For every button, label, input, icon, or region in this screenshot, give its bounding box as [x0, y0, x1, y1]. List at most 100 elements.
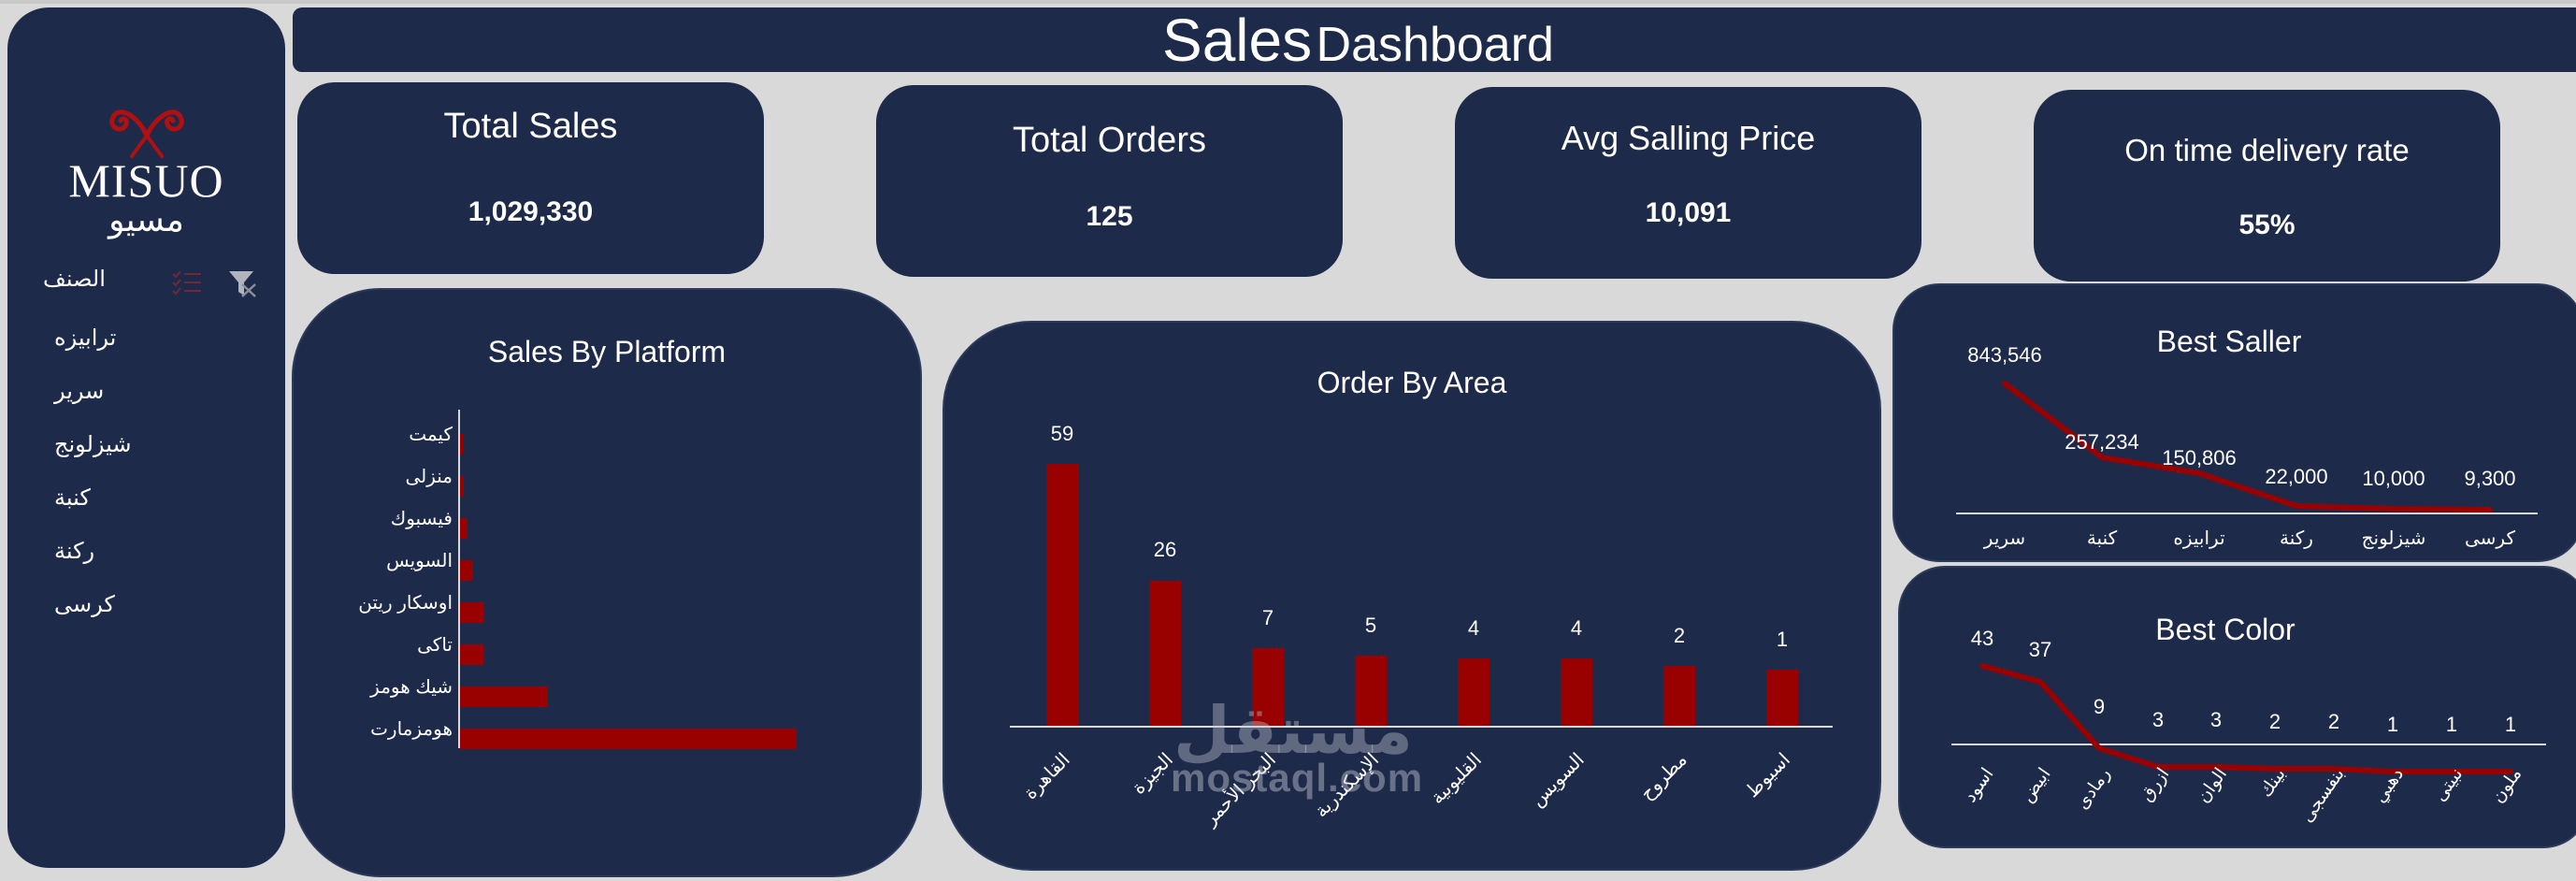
category-label: السويس: [1527, 749, 1589, 812]
chart-best-seller[interactable]: Best Saller 843,546 257,234 150,806 22,0…: [1892, 283, 2576, 562]
data-label: 22,000: [2265, 465, 2328, 488]
logo-text-en: MISUO: [68, 154, 224, 207]
bar-row: كيمت: [294, 423, 453, 451]
data-label: 1: [1776, 628, 1789, 651]
slicer-item[interactable]: سرير: [54, 379, 105, 404]
bar[interactable]: [1561, 658, 1592, 726]
kpi-value: 10,091: [1645, 197, 1732, 228]
data-label: 3: [2151, 708, 2165, 731]
bar[interactable]: [460, 729, 797, 749]
chart-title: Best Color: [2155, 613, 2295, 646]
data-label: 9,300: [2464, 467, 2516, 490]
data-label: 7: [1261, 606, 1274, 629]
category-label: اوسكار ريتن: [358, 593, 453, 614]
category-label: ترابيزه: [2173, 528, 2225, 549]
logo-text-ar: مسيو: [108, 201, 184, 239]
x-axis: [1010, 726, 1833, 728]
bar[interactable]: [460, 518, 468, 539]
chart-title: Best Saller: [2156, 325, 2302, 358]
ornament-icon: [108, 109, 184, 158]
data-label: 2: [2268, 710, 2281, 733]
slicer-item[interactable]: كرسى: [54, 592, 115, 617]
bar-row: اوسكار ريتن: [294, 591, 453, 619]
sheet-gridline: [0, 0, 2576, 4]
category-label: سرير: [1983, 528, 2026, 549]
data-label: 843,546: [1967, 343, 2042, 367]
slicer-item[interactable]: ركنة: [54, 539, 95, 564]
bar[interactable]: [460, 560, 473, 581]
bar[interactable]: [460, 434, 463, 455]
chart-order-by-area[interactable]: Order By Area 59 القاهرة 26 الجيزة 7 الب…: [943, 321, 1881, 871]
watermark-logo: مستقل: [1173, 694, 1414, 767]
bar[interactable]: [1355, 656, 1387, 726]
bar[interactable]: [1046, 464, 1078, 726]
data-label: 59: [1050, 422, 1074, 445]
data-label: 10,000: [2362, 467, 2425, 490]
chart-sales-by-platform[interactable]: Sales By Platform كيمت منزلى فيسبوك السو…: [292, 288, 922, 877]
category-label: منزلى: [405, 467, 453, 487]
data-label: 26: [1153, 538, 1177, 561]
bar[interactable]: [1766, 670, 1798, 726]
kpi-value: 55%: [2238, 209, 2295, 240]
kpi-value: 1,029,330: [468, 196, 594, 227]
clear-filter-icon[interactable]: [227, 269, 259, 297]
chart-title: Order By Area: [1317, 366, 1507, 399]
category-label: كيمت: [409, 425, 453, 445]
category-label: مطروح: [1636, 749, 1691, 804]
y-axis: [458, 410, 460, 748]
sidebar: MISUO مسيو الصنف ترابيزه سرير شيزلونج كن…: [7, 7, 285, 868]
line-series[interactable]: [1894, 285, 2576, 564]
chart-title: Sales By Platform: [487, 335, 727, 368]
category-label: فيسبوك: [390, 509, 453, 529]
watermark-text: mostaql.com: [1171, 756, 1424, 800]
kpi-label: Total Orders: [1013, 121, 1206, 160]
category-label: القليوبية: [1426, 749, 1486, 809]
kpi-value: 125: [1086, 201, 1133, 232]
bar[interactable]: [460, 644, 484, 665]
bar-row: منزلى: [294, 465, 453, 493]
x-axis: [1951, 744, 2546, 745]
data-label: 2: [2327, 710, 2340, 733]
multi-select-icon[interactable]: [171, 269, 203, 296]
category-label: تاكى: [417, 635, 453, 656]
bar[interactable]: [460, 686, 548, 707]
bar[interactable]: [1149, 581, 1181, 726]
kpi-card-total-orders: Total Orders 125: [876, 85, 1343, 277]
line-series[interactable]: [1900, 568, 2576, 850]
bar[interactable]: [460, 476, 464, 497]
chart-best-color[interactable]: Best Color 43 37 9 3 3 2 2 1 1 1 اسود اب…: [1898, 566, 2576, 848]
data-label: 4: [1570, 616, 1583, 640]
data-label: 37: [2028, 638, 2052, 661]
dashboard-header: Sales Dashboard: [293, 6, 2576, 75]
bar[interactable]: [1252, 648, 1284, 726]
brand-logo: MISUO مسيو: [7, 96, 285, 238]
category-label: هومزمارت: [370, 719, 453, 740]
bar[interactable]: [1663, 666, 1695, 726]
data-label: 3: [2209, 708, 2223, 731]
slicer-item[interactable]: كنبة: [54, 485, 91, 511]
category-label: السويس: [386, 551, 453, 571]
data-label: 2: [1673, 624, 1686, 647]
data-label: 43: [1970, 627, 1994, 650]
data-label: 150,806: [2162, 446, 2237, 469]
kpi-label: Avg Salling Price: [1561, 119, 1816, 157]
kpi-label: On time delivery rate: [2124, 133, 2410, 167]
data-label: 1: [2386, 713, 2399, 736]
category-label: كنبة: [2086, 528, 2118, 549]
bar-row: تاكى: [294, 633, 453, 661]
slicer-item[interactable]: ترابيزه: [54, 325, 117, 351]
bar-row: السويس: [294, 549, 453, 577]
page-title-part2: Dashboard: [1316, 18, 1554, 72]
kpi-card-total-sales: Total Sales 1,029,330: [297, 82, 764, 274]
category-label: اسيوط: [1741, 749, 1794, 802]
bar[interactable]: [1458, 658, 1489, 726]
slicer-item[interactable]: شيزلونج: [54, 432, 132, 457]
category-label: القاهرة: [1020, 749, 1074, 804]
data-label: 257,234: [2065, 430, 2139, 454]
bar-row: فيسبوك: [294, 507, 453, 535]
page-title: Sales Dashboard: [1162, 6, 1554, 75]
bar[interactable]: [460, 602, 484, 623]
kpi-card-on-time-delivery: On time delivery rate 55%: [2034, 90, 2500, 282]
bar-row: شيك هومز: [294, 675, 453, 703]
slicer-header: الصنف: [36, 262, 265, 299]
